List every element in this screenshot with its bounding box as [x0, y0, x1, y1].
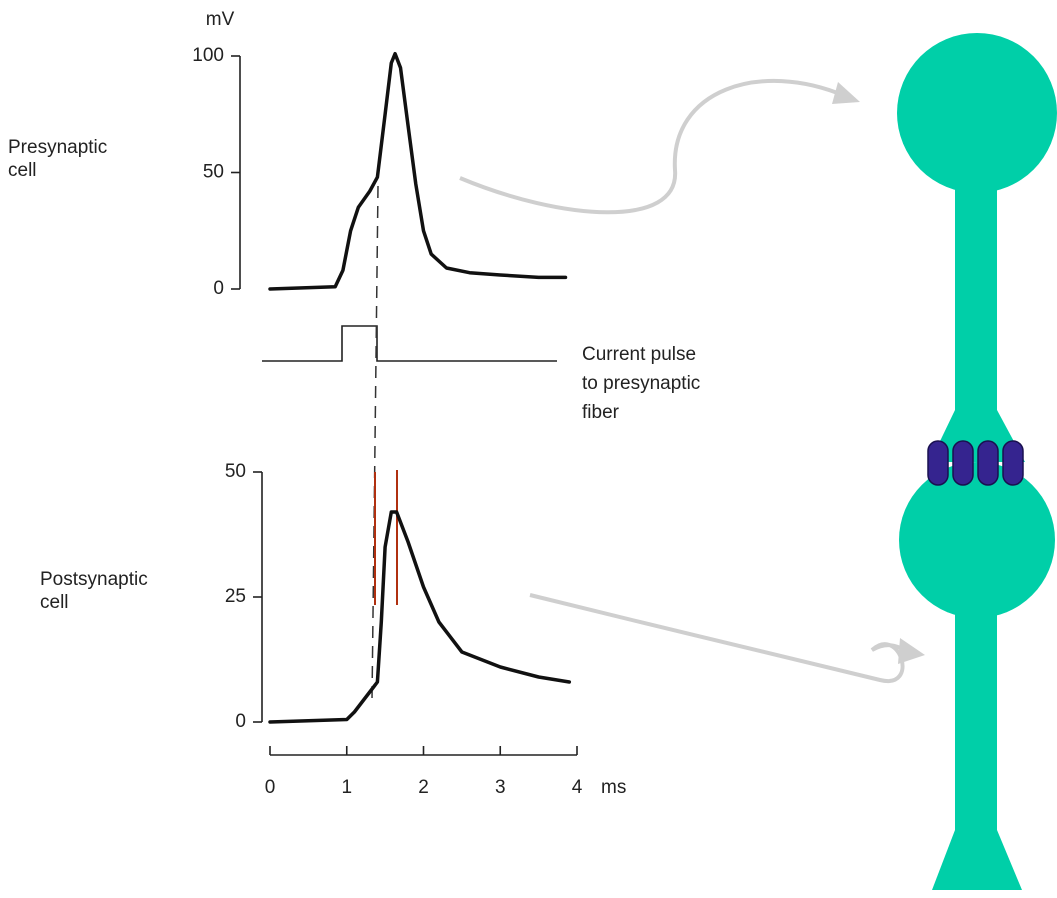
y-tick-label: 50 — [203, 162, 224, 183]
x-tick-label: 3 — [495, 777, 506, 798]
arrow-head — [898, 638, 925, 664]
annotation: to presynaptic — [582, 373, 700, 394]
dashed-guide — [371, 185, 379, 701]
annotation: fiber — [582, 402, 620, 423]
series-label: Postsynaptic — [40, 569, 148, 590]
y-tick-label: 100 — [192, 45, 224, 66]
arrow — [529, 593, 911, 684]
trace — [268, 51, 568, 291]
current-pulse — [262, 325, 557, 362]
vesicles — [927, 440, 1024, 486]
x-tick-label: 2 — [418, 777, 429, 798]
x-unit: ms — [601, 777, 626, 798]
arrow-head — [832, 82, 860, 104]
y-tick-label: 25 — [225, 586, 246, 607]
y-tick-label: 0 — [213, 278, 224, 299]
y-tick-label: 0 — [235, 711, 246, 732]
neuron — [897, 33, 1057, 890]
series-label: Presynaptic — [8, 137, 107, 158]
arrow — [459, 78, 846, 215]
trace — [268, 510, 572, 724]
series-label: cell — [40, 592, 69, 613]
series-label: cell — [8, 160, 37, 181]
annotation: Current pulse — [582, 344, 696, 365]
y-tick-label: 50 — [225, 461, 246, 482]
x-tick-label: 1 — [341, 777, 352, 798]
y-unit: mV — [206, 9, 235, 30]
x-tick-label: 0 — [265, 777, 276, 798]
x-tick-label: 4 — [572, 777, 583, 798]
